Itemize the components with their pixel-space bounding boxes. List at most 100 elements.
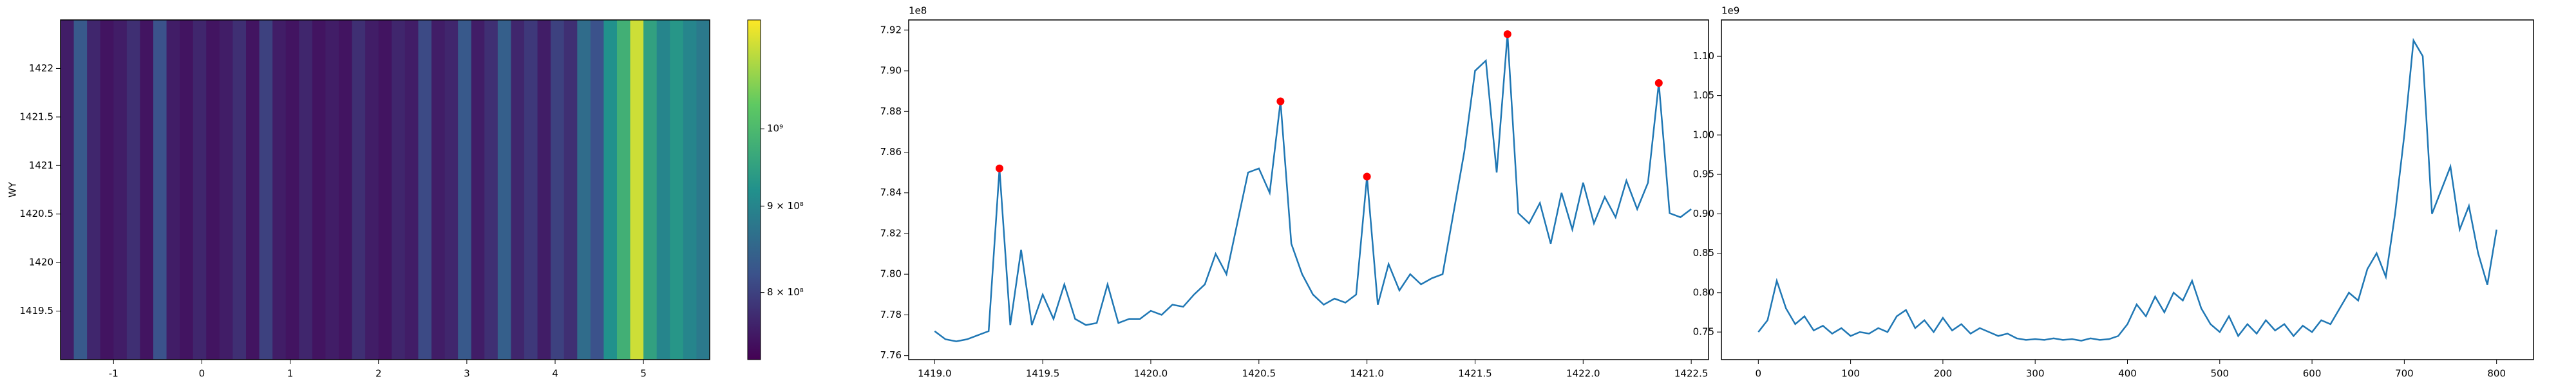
x-tick-label: 1422.0 [1566,368,1600,380]
x-tick-label: 200 [1934,368,1953,380]
heatmap-cell [431,20,446,360]
heatmap-cell [418,20,432,360]
x-tick-label: 500 [2210,368,2229,380]
y-tick-label: 1421.5 [20,111,54,122]
heatmap-cell [100,20,114,360]
x-tick-label: 800 [2487,368,2506,380]
heatmap-cell [272,20,287,360]
heatmap-cell [299,20,313,360]
x-tick-label: 1422.5 [1674,368,1709,380]
y-tick-label: 7.92 [880,24,902,35]
x-tick-label: 4 [552,368,558,380]
y-tick-label: 1420 [29,257,53,268]
heatmap-cell [656,20,670,360]
heatmap-cell [590,20,604,360]
heatmap-cell [246,20,260,360]
y-tick-label: 7.86 [880,146,902,158]
heatmap-cell [365,20,379,360]
heatmap-cell [232,20,247,360]
y-tick-label: 1422 [29,62,53,74]
x-tick-label: 1420.0 [1134,368,1168,380]
y-axis-label: WY [7,181,19,198]
x-tick-label: 1421.5 [1458,368,1492,380]
heatmap-cell [61,20,75,360]
x-tick-label: 0 [1756,368,1762,380]
heatmap-cell [404,20,419,360]
x-tick-label: 1 [287,368,294,380]
heatmap-cell [352,20,366,360]
heatmap-cell [392,20,406,360]
heatmap-cell [126,20,140,360]
y-tick-label: 1421 [29,160,53,171]
offset-label: 1e9 [1721,5,1739,17]
y-tick-label: 7.82 [880,227,902,239]
y-tick-label: 7.84 [880,187,902,198]
heatmap-cell [259,20,273,360]
x-tick-label: -1 [109,368,118,380]
heatmap-cell [140,20,154,360]
heatmap-cell [617,20,631,360]
line [934,34,1692,342]
axes-frame [60,19,710,360]
heatmap-cell [444,20,459,360]
heatmap-cell [577,20,591,360]
x-tick-label: 400 [2118,368,2137,380]
heatmap-cell [497,20,511,360]
y-tick-label: 0.85 [1693,247,1714,259]
peak-marker [1276,97,1285,106]
y-tick-label: 1420.5 [20,208,54,219]
heatmap-cell [537,20,551,360]
y-tick-label: 0.75 [1693,326,1714,338]
y-tick-label: 1.10 [1693,50,1714,62]
heatmap-cell [683,20,697,360]
heatmap-cell [180,20,194,360]
colorbar-tick-label: 9 × 10⁸ [767,200,804,212]
heatmap-cell [630,20,644,360]
y-tick-label: 1.00 [1693,129,1714,140]
y-tick-label: 7.88 [880,106,902,117]
heatmap-cell [219,20,233,360]
line [1757,37,2497,342]
heatmap-cell [564,20,578,360]
heatmap-cell [206,20,220,360]
x-tick-label: 700 [2395,368,2414,380]
y-tick-label: 0.95 [1693,169,1714,180]
heatmap-cell [551,20,565,360]
x-tick-label: 2 [375,368,382,380]
heatmap-cell [484,20,498,360]
peak-marker [1654,79,1663,87]
heatmap-cell [113,20,128,360]
heatmap-cell [524,20,538,360]
heatmap-cell [458,20,472,360]
y-tick-label: 1.05 [1693,89,1714,101]
y-tick-label: 0.80 [1693,286,1714,298]
heatmap-cell [511,20,525,360]
heatmap-cell [643,20,658,360]
offset-label: 1e8 [909,5,927,17]
heatmap-cell [73,20,88,360]
colorbar-tick-label: 10⁹ [767,123,783,134]
heatmap-cell [603,20,618,360]
colorbar [747,19,761,360]
axes-frame [1721,19,2534,360]
colorbar-tick-label: 8 × 10⁸ [767,286,804,298]
heatmap-cell [193,20,207,360]
heatmap-cell [378,20,392,360]
y-tick-label: 7.76 [880,349,902,361]
y-tick-label: 7.80 [880,268,902,280]
heatmap-cell [166,20,180,360]
heatmap-cell [325,20,339,360]
peak-marker [995,164,1003,172]
y-tick-label: 0.90 [1693,208,1714,219]
heatmap-cell [471,20,485,360]
x-tick-label: 1420.5 [1242,368,1276,380]
x-tick-label: 300 [2026,368,2045,380]
x-tick-label: 1419.5 [1026,368,1060,380]
axes-frame [908,19,1709,360]
heatmap-cell [285,20,299,360]
x-tick-label: 5 [640,368,647,380]
x-tick-label: 3 [464,368,470,380]
heatmap-cell [670,20,684,360]
heatmap-cell [87,20,101,360]
